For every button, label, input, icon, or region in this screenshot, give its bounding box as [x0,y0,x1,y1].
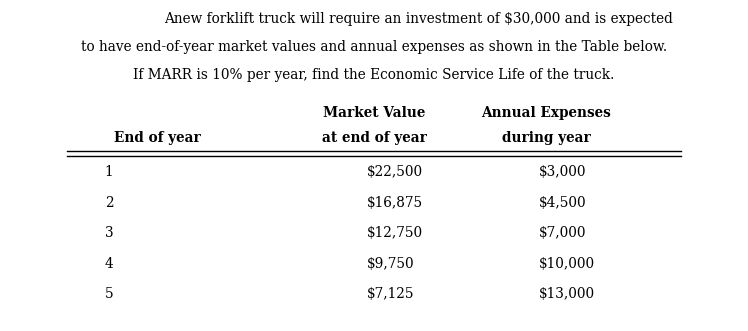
Text: $12,750: $12,750 [367,226,423,240]
Text: $7,125: $7,125 [367,287,414,301]
Text: $22,500: $22,500 [367,166,423,179]
Text: 2: 2 [105,196,114,210]
Text: 3: 3 [105,226,114,240]
Text: End of year: End of year [114,131,200,145]
Text: during year: during year [502,131,590,145]
Text: $9,750: $9,750 [367,257,414,271]
Text: Market Value: Market Value [323,106,425,120]
Text: 1: 1 [105,166,114,179]
Text: If MARR is 10% per year, find the Economic Service Life of the truck.: If MARR is 10% per year, find the Econom… [133,68,615,82]
Text: $16,875: $16,875 [367,196,423,210]
Text: Annual Expenses: Annual Expenses [481,106,611,120]
Text: $10,000: $10,000 [539,257,595,271]
Text: $3,000: $3,000 [539,166,586,179]
Text: $4,500: $4,500 [539,196,586,210]
Text: to have end-of-year market values and annual expenses as shown in the Table belo: to have end-of-year market values and an… [81,40,667,54]
Text: $7,000: $7,000 [539,226,586,240]
Text: 4: 4 [105,257,114,271]
Text: Anew forklift truck will require an investment of $30,000 and is expected: Anew forklift truck will require an inve… [165,12,673,25]
Text: at end of year: at end of year [322,131,426,145]
Text: 5: 5 [105,287,114,301]
Text: $13,000: $13,000 [539,287,595,301]
